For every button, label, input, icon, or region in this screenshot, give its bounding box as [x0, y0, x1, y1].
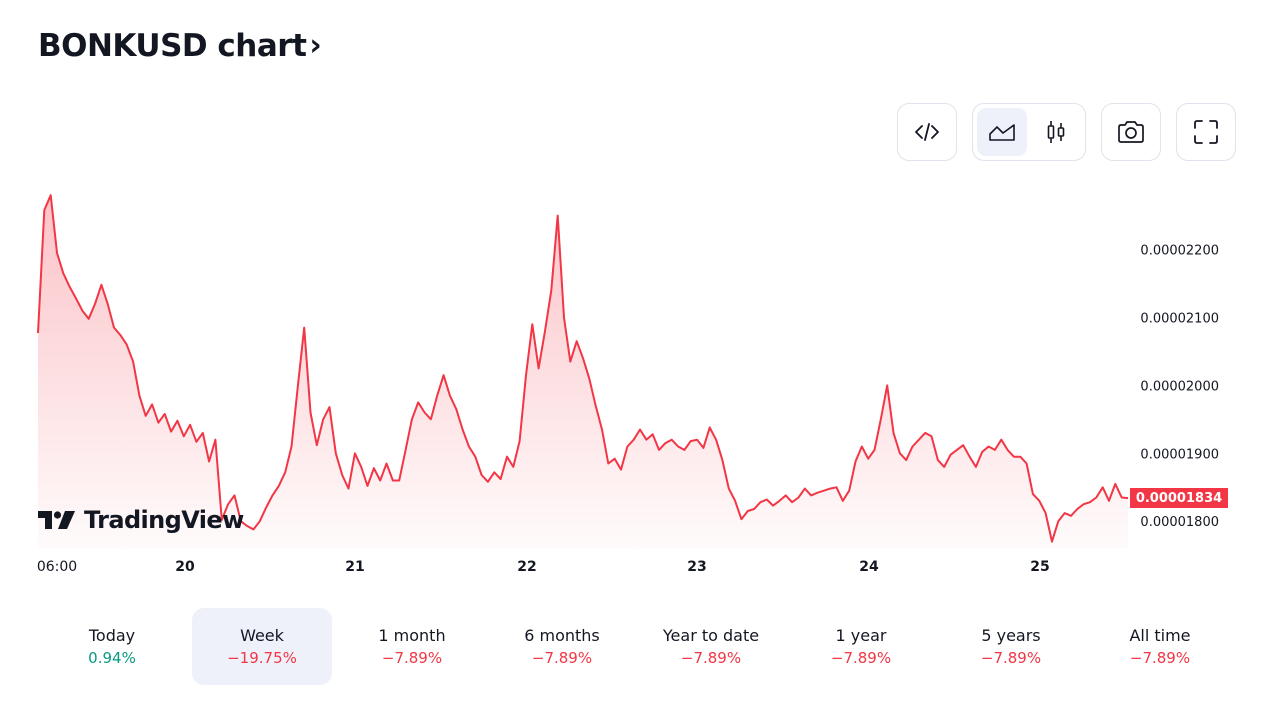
- chevron-right-icon: ›: [309, 27, 322, 63]
- x-tick-label: 23: [687, 559, 706, 575]
- fullscreen-icon: [1194, 120, 1218, 144]
- period-label: All time: [1129, 625, 1191, 645]
- camera-icon: [1118, 121, 1144, 143]
- period-label: 6 months: [524, 625, 600, 645]
- period-6-months[interactable]: 6 months −7.89%: [492, 608, 632, 685]
- x-tick-label: 20: [175, 559, 195, 575]
- y-tick-label: 0.00002000: [1140, 379, 1219, 394]
- x-tick-label: 22: [517, 559, 536, 575]
- period-week[interactable]: Week −19.75%: [192, 608, 332, 685]
- x-tick-label: 21: [345, 559, 364, 575]
- period-change: −19.75%: [227, 648, 297, 667]
- area-style-button[interactable]: [977, 108, 1027, 156]
- period-1-month[interactable]: 1 month −7.89%: [342, 608, 482, 685]
- price-chart[interactable]: 0.00002200 0.00002100 0.00002000 0.00001900…: [0, 170, 1280, 590]
- period-label: 1 year: [835, 625, 887, 645]
- fullscreen-button[interactable]: [1176, 103, 1236, 161]
- candle-style-button[interactable]: [1031, 108, 1081, 156]
- period-change: −7.89%: [1129, 648, 1191, 667]
- period-today[interactable]: Today 0.94%: [42, 608, 182, 685]
- period-year-to-date[interactable]: Year to date −7.89%: [641, 608, 781, 685]
- period-selector: Today 0.94% Week −19.75% 1 month −7.89% …: [38, 608, 1242, 686]
- logo-wordmark: TradingView: [84, 506, 244, 534]
- y-tick-label: 0.00001800: [1140, 515, 1219, 530]
- last-price-label: 0.00001834: [1130, 488, 1228, 509]
- price-area-fill: [38, 195, 1128, 548]
- period-change: −7.89%: [531, 648, 593, 667]
- y-tick-label: 0.00002200: [1140, 244, 1219, 259]
- period-change: 0.94%: [88, 648, 136, 667]
- period-label: 5 years: [981, 625, 1041, 645]
- period-all-time[interactable]: All time −7.89%: [1090, 608, 1230, 685]
- period-label: Week: [240, 625, 284, 645]
- chart-title-link[interactable]: BONKUSD chart ›: [38, 27, 322, 65]
- period-1-year[interactable]: 1 year −7.89%: [791, 608, 931, 685]
- x-tick-label: 25: [1030, 559, 1049, 575]
- price-line: [37, 194, 1129, 543]
- snapshot-button[interactable]: [1101, 103, 1161, 161]
- period-label: Today: [88, 625, 136, 645]
- period-5-years[interactable]: 5 years −7.89%: [941, 608, 1081, 685]
- period-label: 1 month: [378, 625, 446, 645]
- period-change: −7.89%: [381, 648, 443, 667]
- period-change: −7.89%: [980, 648, 1042, 667]
- chart-style-toggle: [972, 103, 1086, 161]
- period-label: Year to date: [662, 625, 760, 645]
- tradingview-logo[interactable]: TradingView: [38, 506, 244, 534]
- period-change: −7.89%: [680, 648, 742, 667]
- code-icon: [915, 123, 939, 141]
- period-change: −7.89%: [830, 648, 892, 667]
- y-tick-label: 0.00002100: [1140, 311, 1219, 326]
- tradingview-logo-icon: [38, 511, 75, 529]
- page-title: BONKUSD chart: [38, 28, 307, 64]
- y-tick-label: 0.00001900: [1140, 447, 1219, 462]
- x-tick-label: 06:00: [37, 559, 77, 575]
- area-chart-icon: [989, 124, 1015, 141]
- embed-code-button[interactable]: [897, 103, 957, 161]
- x-tick-label: 24: [859, 559, 879, 575]
- candlestick-icon: [1047, 121, 1065, 143]
